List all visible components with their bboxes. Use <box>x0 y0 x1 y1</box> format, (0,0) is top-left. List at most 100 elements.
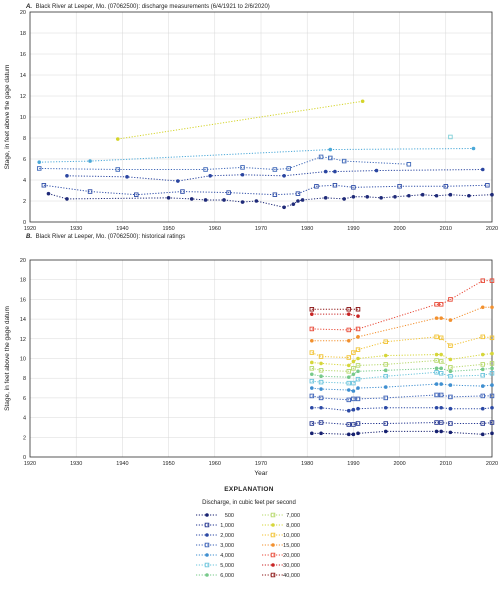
data-point <box>434 358 439 363</box>
data-point <box>351 372 356 377</box>
panel-a-series-6 <box>115 99 365 141</box>
data-point <box>448 430 453 435</box>
legend-item: 40,000 <box>262 572 300 579</box>
data-point <box>383 353 388 358</box>
series-line <box>311 353 493 366</box>
data-point <box>240 172 245 177</box>
data-point <box>448 318 453 322</box>
data-point <box>360 99 365 104</box>
panel-a-series <box>36 99 494 210</box>
data-point <box>439 429 443 434</box>
panel-b-series-9 <box>309 334 495 360</box>
data-point <box>346 327 352 333</box>
data-point <box>489 335 495 341</box>
data-point <box>346 388 351 392</box>
data-point <box>356 406 360 411</box>
series-line <box>39 148 474 163</box>
data-point <box>489 361 495 366</box>
data-point <box>323 169 328 174</box>
data-point <box>448 421 453 426</box>
panel-b-letter: B. <box>26 234 32 240</box>
panel-b-title: B. Black River at Leeper, Mo. (07062500)… <box>26 234 185 240</box>
data-point <box>318 379 324 385</box>
data-point <box>300 198 305 202</box>
data-point <box>125 175 129 179</box>
data-point <box>176 179 180 183</box>
data-point <box>346 380 352 386</box>
data-point <box>346 363 351 368</box>
panel-a-y-ticks: 0 2 4 6 8 10 12 14 16 18 20 <box>20 10 26 226</box>
data-point <box>351 432 356 437</box>
data-point <box>490 383 494 387</box>
data-point <box>319 405 323 410</box>
data-point <box>342 197 346 201</box>
legend-marker <box>271 563 275 567</box>
legend-label: 3,000 <box>220 543 234 549</box>
data-point <box>480 367 485 372</box>
legend-item: 6,000 <box>196 573 234 579</box>
data-point <box>383 405 388 410</box>
panel-b-series-12 <box>310 312 360 318</box>
data-point <box>490 431 494 436</box>
data-point <box>355 376 361 382</box>
data-point <box>485 182 490 188</box>
data-point <box>41 182 47 188</box>
data-point <box>490 351 494 356</box>
y-tick-label: 16 <box>20 297 26 303</box>
y-tick-label: 18 <box>20 31 26 37</box>
panel-a: A. Black River at Leeper, Mo. (07062500)… <box>4 4 498 232</box>
data-point <box>489 420 495 425</box>
x-tick-label: 2020 <box>486 461 498 467</box>
x-tick-label: 2010 <box>440 461 452 467</box>
panel-b-series-11 <box>309 278 495 333</box>
data-point <box>480 167 485 172</box>
data-point <box>480 384 485 388</box>
legend-item: 8,000 <box>262 523 300 529</box>
panel-b-series-4 <box>310 382 494 393</box>
data-point <box>434 316 439 320</box>
data-point <box>318 154 324 160</box>
data-point <box>448 297 453 302</box>
data-point <box>208 174 212 178</box>
panel-b-series-5 <box>309 370 495 386</box>
panel-b-series-7 <box>309 358 495 374</box>
legend-marker <box>271 543 275 547</box>
y-tick-label: 14 <box>20 317 26 323</box>
data-point <box>490 192 494 197</box>
data-point <box>443 184 449 189</box>
data-point <box>346 338 351 343</box>
x-tick-label: 1980 <box>301 461 313 467</box>
data-point <box>222 198 226 202</box>
y-tick-label: 14 <box>20 73 26 79</box>
series-line <box>311 359 493 372</box>
data-point <box>318 368 324 373</box>
data-point <box>351 366 356 371</box>
legend-marker <box>270 512 276 518</box>
data-point <box>356 386 360 390</box>
legend-marker <box>205 573 209 577</box>
panel-a-title-text: Black River at Leeper, Mo. (07062500): d… <box>36 4 270 10</box>
legend-label: 40,000 <box>283 573 300 579</box>
data-point <box>134 192 139 197</box>
data-point <box>189 197 194 201</box>
legend-label: 4,000 <box>220 553 234 559</box>
legend-item: 1,000 <box>196 522 234 529</box>
y-tick-label: 20 <box>20 258 26 264</box>
data-point <box>180 189 185 194</box>
data-point <box>379 196 383 200</box>
legend-item: 15,000 <box>262 543 300 549</box>
data-point <box>351 195 356 199</box>
data-point <box>309 378 315 384</box>
data-point <box>356 314 360 318</box>
legend-label: 6,000 <box>220 573 234 579</box>
panel-a-y-axis-label: Stage, in feet above the gage datum <box>4 65 11 170</box>
panel-b-y-axis-label: Stage, in feet above the gage datum <box>4 306 11 411</box>
data-point <box>438 371 444 376</box>
data-point <box>383 339 388 345</box>
legend-label: 7,000 <box>286 513 300 519</box>
data-point <box>355 396 361 402</box>
y-tick-label: 6 <box>23 157 26 163</box>
x-tick-label: 1960 <box>209 461 221 467</box>
panel-a-series-3 <box>36 154 412 172</box>
data-point <box>383 429 388 434</box>
